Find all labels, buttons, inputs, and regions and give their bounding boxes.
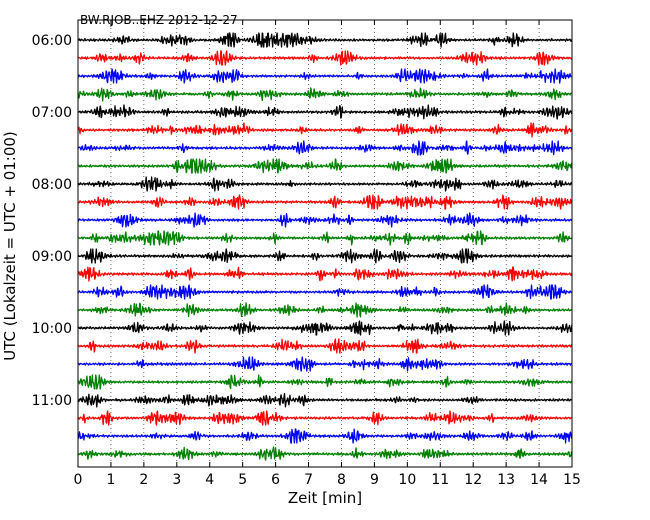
x-tick-label: 5: [238, 472, 247, 488]
y-tick-label: 10:00: [32, 321, 72, 337]
seismic-trace: [77, 140, 573, 156]
seismic-trace: [77, 50, 573, 66]
seismic-trace: [77, 356, 573, 372]
x-tick-label: 7: [304, 472, 313, 488]
chart-title: BW.RJOB..EHZ 2012-12-27: [80, 13, 238, 27]
seismic-trace: [77, 320, 573, 336]
x-tick-label: 2: [139, 472, 148, 488]
y-axis-label: UTC (Lokalzeit = UTC + 01:00): [1, 131, 19, 361]
seismic-trace: [77, 87, 573, 102]
x-tick-label: 15: [563, 472, 581, 488]
x-tick-label: 11: [431, 472, 449, 488]
y-tick-label: 11:00: [32, 393, 72, 409]
y-tick-layer: 06:00 07:00 08:00 09:00 10:00 11:00: [32, 33, 572, 409]
plot-frame: [77, 19, 573, 468]
seismic-trace: [77, 374, 573, 390]
seismic-trace: [77, 176, 573, 192]
x-tick-label: 1: [106, 472, 115, 488]
x-tick-label: 0: [74, 472, 83, 488]
y-tick-label: 09:00: [32, 249, 72, 265]
x-tick-label: 6: [271, 472, 280, 488]
x-axis-label: Zeit [min]: [288, 489, 362, 507]
seismic-trace: [77, 194, 573, 210]
x-tick-label: 10: [398, 472, 416, 488]
grid-layer: [110, 20, 540, 467]
seismic-trace: [77, 212, 573, 228]
seismic-trace: [77, 104, 573, 120]
seismic-trace: [77, 302, 573, 318]
x-tick-label: 9: [370, 472, 379, 488]
seismic-trace: [77, 338, 573, 354]
x-tick-label: 4: [205, 472, 214, 488]
seismic-trace: [77, 266, 573, 282]
x-tick-label: 3: [172, 472, 181, 488]
x-tick-label: 8: [337, 472, 346, 488]
y-tick-label: 06:00: [32, 33, 72, 49]
seismic-trace: [77, 428, 573, 444]
seismic-trace: [77, 158, 573, 174]
trace-layer: [77, 32, 573, 461]
seismic-trace: [77, 410, 573, 426]
seismic-trace: [77, 122, 573, 138]
y-tick-label: 07:00: [32, 105, 72, 121]
x-tick-label: 14: [530, 472, 548, 488]
x-tick-layer: 0 1 2 3 4 5 6 7 8 9 10 11 12 13 14 15: [74, 20, 581, 488]
x-tick-label: 12: [464, 472, 482, 488]
seismic-trace: [77, 248, 573, 264]
seismic-trace: [77, 446, 573, 461]
seismic-trace: [77, 392, 573, 408]
y-tick-label: 08:00: [32, 177, 72, 193]
x-tick-label: 13: [497, 472, 515, 488]
seismic-trace: [77, 230, 573, 246]
seismic-trace: [77, 284, 573, 300]
seismic-trace: [77, 32, 573, 48]
seismic-trace: [77, 68, 573, 84]
